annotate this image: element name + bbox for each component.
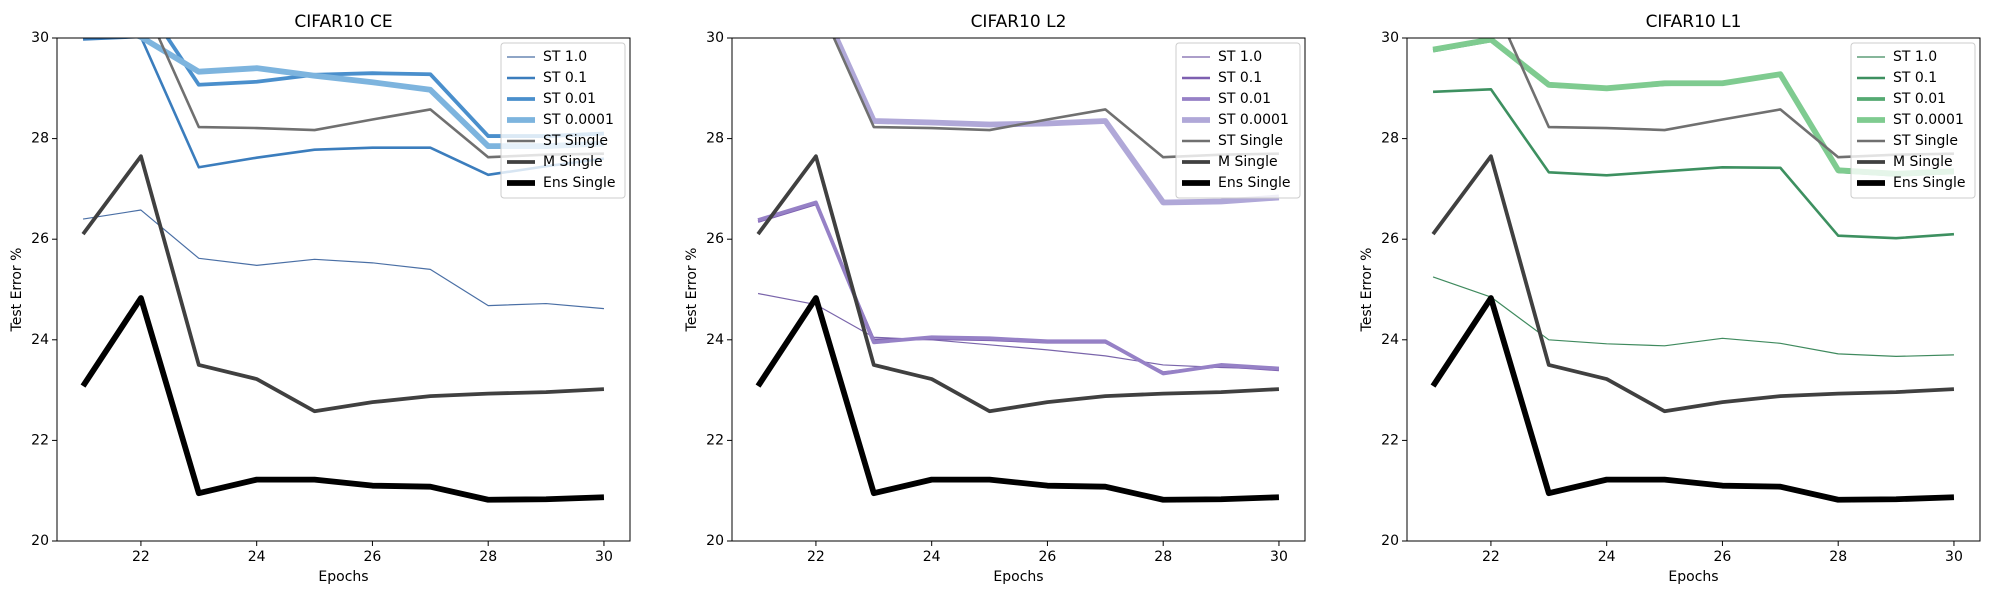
series-line [81, 154, 605, 414]
chart-title: CIFAR10 CE [294, 12, 392, 32]
y-tick-label: 30 [706, 30, 724, 46]
series-line [1432, 276, 1954, 357]
legend-label: ST 1.0 [1893, 49, 1937, 65]
x-tick-label: 30 [595, 549, 613, 565]
legend-label: ST 0.0001 [1893, 112, 1964, 128]
y-tick-label: 20 [1381, 533, 1399, 549]
series-line [1430, 295, 1955, 503]
y-tick-label: 26 [706, 231, 724, 247]
legend-label: M Single [543, 154, 603, 170]
series-line [82, 209, 605, 310]
y-tick-label: 22 [1381, 432, 1399, 448]
y-tick-label: 26 [1381, 231, 1399, 247]
x-tick-label: 24 [248, 549, 266, 565]
x-tick-label: 28 [1829, 549, 1847, 565]
axes-frame [1406, 37, 1981, 542]
legend-label: ST Single [1218, 133, 1283, 149]
legend-label: Ens Single [543, 175, 616, 191]
axes-frame [731, 37, 1306, 542]
x-tick-label: 28 [479, 549, 497, 565]
x-tick-label: 30 [1945, 549, 1963, 565]
y-axis-label: Test Error % [1359, 248, 1375, 333]
y-axis-label: Test Error % [9, 248, 25, 333]
legend-box [1175, 42, 1301, 199]
x-tick-label: 26 [1714, 549, 1732, 565]
legend-label: ST 0.0001 [1218, 112, 1289, 128]
legend-label: ST 1.0 [1218, 49, 1262, 65]
legend-label: Ens Single [1218, 175, 1291, 191]
x-axis-label: Epochs [318, 569, 368, 585]
legend-label: ST 0.01 [1893, 91, 1946, 107]
y-tick-label: 24 [31, 332, 49, 348]
legend-box [1850, 42, 1976, 199]
y-tick-label: 22 [31, 432, 49, 448]
series-line [1432, 88, 1955, 240]
x-tick-label: 28 [1154, 549, 1172, 565]
legend-label: ST 0.1 [1893, 70, 1937, 86]
x-tick-label: 22 [132, 549, 150, 565]
x-tick-label: 22 [807, 549, 825, 565]
x-tick-label: 26 [1039, 549, 1057, 565]
y-tick-label: 24 [1381, 332, 1399, 348]
y-tick-label: 26 [31, 231, 49, 247]
legend-label: ST 0.0001 [543, 112, 614, 128]
y-tick-label: 20 [31, 533, 49, 549]
series-line [1431, 154, 1955, 414]
legend-label: ST 0.01 [543, 91, 596, 107]
legend-label: ST 1.0 [543, 49, 587, 65]
legend-label: Ens Single [1893, 175, 1966, 191]
y-tick-label: 20 [706, 533, 724, 549]
y-tick-label: 22 [706, 432, 724, 448]
legend-label: M Single [1893, 154, 1953, 170]
series-line [757, 292, 1279, 370]
x-tick-label: 24 [1598, 549, 1616, 565]
legend-label: ST Single [543, 133, 608, 149]
y-tick-label: 28 [31, 131, 49, 147]
x-tick-label: 24 [923, 549, 941, 565]
y-tick-label: 24 [706, 332, 724, 348]
y-tick-label: 28 [1381, 131, 1399, 147]
y-axis-label: Test Error % [684, 248, 700, 333]
series-line [756, 154, 1280, 414]
chart-title: CIFAR10 L1 [1646, 12, 1742, 32]
x-axis-label: Epochs [993, 569, 1043, 585]
legend-label: M Single [1218, 154, 1278, 170]
y-tick-label: 30 [1381, 30, 1399, 46]
y-tick-label: 28 [706, 131, 724, 147]
legend-label: ST Single [1893, 133, 1958, 149]
legend-label: ST 0.1 [1218, 70, 1262, 86]
x-axis-label: Epochs [1668, 569, 1718, 585]
series-line [80, 295, 605, 503]
series-line [757, 200, 1280, 376]
y-tick-label: 30 [31, 30, 49, 46]
chart-title: CIFAR10 L2 [971, 12, 1067, 32]
series-line [755, 295, 1280, 503]
legend-box [500, 42, 626, 199]
legend-label: ST 0.1 [543, 70, 587, 86]
axes-frame [56, 37, 631, 542]
x-tick-label: 26 [364, 549, 382, 565]
x-tick-label: 22 [1482, 549, 1500, 565]
x-tick-label: 30 [1270, 549, 1288, 565]
legend-label: ST 0.01 [1218, 91, 1271, 107]
